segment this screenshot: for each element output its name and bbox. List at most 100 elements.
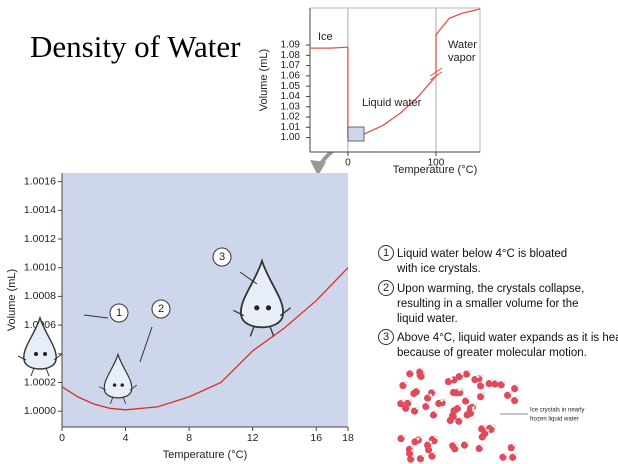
molecule-h	[461, 372, 464, 375]
eye	[266, 305, 271, 310]
molecule-h	[505, 453, 508, 456]
molecule-h	[418, 387, 421, 390]
y-tick-label: 1.07	[281, 60, 301, 71]
molecule-h	[481, 374, 484, 377]
note-line: Above 4°C, liquid water expands as it is…	[397, 332, 618, 344]
molecule-h	[472, 409, 475, 412]
annotation: Water	[448, 39, 477, 51]
note-number: 2	[383, 282, 389, 294]
molecule-h	[429, 394, 432, 397]
note-line: liquid water.	[397, 313, 458, 325]
molecule-h	[459, 404, 462, 407]
molecule-h	[491, 424, 494, 427]
molecule-h	[444, 398, 447, 401]
molecule-h	[433, 388, 436, 391]
y-tick-label: 1.09	[281, 40, 301, 51]
molecule-h	[421, 368, 424, 371]
molecule-h	[461, 388, 464, 391]
molecule-h	[468, 370, 471, 373]
molecule-h	[429, 441, 432, 444]
zoom-box	[348, 127, 364, 141]
annotation: Ice	[318, 31, 333, 43]
x-tick-label: 16	[310, 432, 322, 444]
molecule-h	[497, 380, 500, 383]
annotation: 2	[158, 303, 164, 315]
y-axis-label: Volume (mL)	[6, 269, 18, 331]
notes: 1 Liquid water below 4°C is bloated with i…	[379, 246, 618, 360]
note-line: resulting in a smaller volume for the	[397, 298, 579, 310]
y-tick-label: 1.0010	[24, 261, 56, 273]
x-tick-label: 8	[186, 432, 192, 444]
y-tick-label: 1.08	[281, 50, 301, 61]
molecule-h	[454, 441, 457, 444]
molecule-h	[409, 399, 412, 402]
molecule-h	[477, 375, 480, 378]
molecule-h	[405, 381, 408, 384]
annotation: Liquid water	[362, 97, 422, 109]
y-tick-label: 1.0002	[24, 376, 56, 388]
note-line: Liquid water below 4°C is bloated	[397, 248, 567, 260]
molecule-h	[435, 411, 438, 414]
image-caption: frozen liquid water	[530, 417, 579, 423]
molecule-h	[434, 452, 437, 455]
x-tick-label: 4	[123, 432, 129, 444]
y-tick-label: 1.05	[281, 81, 301, 92]
eye	[34, 352, 38, 356]
molecule-h	[458, 388, 461, 391]
y-tick-label: 1.0016	[24, 175, 56, 187]
molecule-h	[450, 377, 453, 380]
molecule-h	[417, 437, 420, 440]
annotation: 3	[219, 251, 225, 263]
y-tick-label: 1.03	[281, 101, 301, 112]
eye	[254, 305, 259, 310]
molecule-h	[412, 455, 415, 458]
molecule-h	[434, 435, 437, 438]
molecule-h	[514, 453, 517, 456]
molecule-h	[482, 392, 485, 395]
molecule-h	[482, 382, 485, 385]
y-tick-label: 1.06	[281, 71, 301, 82]
annotation: vapor	[448, 52, 476, 64]
molecule-h	[516, 396, 519, 399]
molecule-h	[481, 444, 484, 447]
molecule-h	[467, 397, 470, 400]
x-tick-label: 0	[345, 158, 351, 169]
molecule-h	[483, 425, 486, 428]
molecule-h	[456, 444, 459, 447]
note-line: because of greater molecular motion.	[397, 347, 587, 359]
molecule-h	[411, 369, 414, 372]
molecule-h	[460, 417, 463, 420]
image-caption: Ice crystals in nearly	[530, 408, 584, 414]
molecule-h	[503, 380, 506, 383]
y-tick-label: 1.01	[281, 122, 301, 133]
eye	[113, 383, 116, 386]
molecule-h	[513, 443, 516, 446]
x-axis-label: Temperature (°C)	[393, 164, 477, 176]
molecule-h	[411, 445, 414, 448]
molecule-h	[474, 403, 477, 406]
y-tick-label: 1.0014	[24, 204, 56, 216]
x-tick-label: 0	[59, 432, 65, 444]
annotation: 1	[116, 307, 122, 319]
molecule-h	[486, 429, 489, 432]
x-tick-label: 12	[247, 432, 259, 444]
y-tick-label: 1.0000	[24, 405, 56, 417]
note-number: 1	[383, 247, 389, 259]
slide: Density of Water 1 Liquid water below 4°C…	[0, 0, 618, 464]
y-axis-label: Volume (mL)	[258, 49, 270, 111]
y-tick-label: 1.0012	[24, 233, 56, 245]
x-tick-label: 18	[342, 432, 354, 444]
molecule-h	[440, 399, 443, 402]
note-line: with ice crystals.	[396, 263, 481, 275]
slide-title: Density of Water	[30, 29, 241, 64]
molecule-h	[516, 384, 519, 387]
note-line: Upon warming, the crystals collapse,	[397, 283, 584, 295]
molecule-h	[416, 407, 419, 410]
note-number: 3	[383, 331, 389, 343]
y-tick-label: 1.00	[281, 132, 301, 143]
molecule-h	[420, 436, 423, 439]
molecule-h	[411, 449, 414, 452]
molecule-h	[509, 391, 512, 394]
eye	[43, 352, 47, 356]
molecule-image: Ice crystals in nearly frozen liquid wate…	[397, 368, 584, 463]
